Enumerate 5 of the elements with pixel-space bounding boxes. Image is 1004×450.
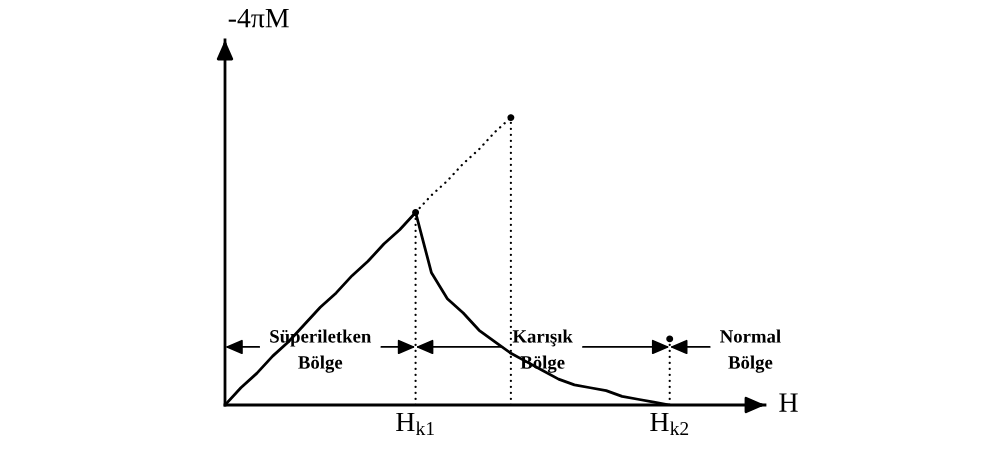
x-tick-label: H$_{k1}$ [396,412,434,435]
annotation: Normal Bölge [720,329,781,373]
x-axis-title: H [779,393,798,412]
x-tick-label: H$_{k2}$ [650,412,689,435]
y-axis-title: -4πM [228,8,289,28]
